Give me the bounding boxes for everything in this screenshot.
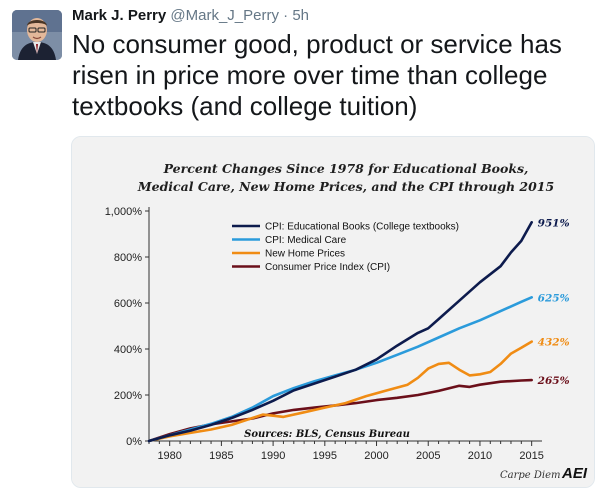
avatar[interactable] — [12, 10, 62, 60]
tweet-timestamp[interactable]: 5h — [292, 7, 310, 24]
legend-label-2: New Home Prices — [265, 249, 345, 260]
y-tick-label: 0% — [126, 436, 142, 448]
y-tick-label: 1,000% — [105, 206, 143, 218]
y-tick-label: 800% — [114, 252, 142, 264]
author-handle[interactable]: @Mark_J_Perry — [170, 7, 279, 24]
chart-title-line-1: Percent Changes Since 1978 for Education… — [163, 161, 529, 176]
series-end-label-2: 432% — [538, 337, 570, 349]
tweet-body: Mark J. Perry @Mark_J_Perry · 5h No cons… — [72, 6, 592, 122]
series-end-label-1: 625% — [538, 292, 570, 304]
author-line: Mark J. Perry @Mark_J_Perry · 5h — [72, 6, 592, 26]
y-tick-label: 400% — [114, 344, 142, 356]
brand-aei-logo: AEI — [561, 465, 588, 482]
legend-label-0: CPI: Educational Books (College textbook… — [265, 222, 459, 233]
x-tick-label: 1980 — [157, 450, 181, 462]
separator-dot: · — [283, 7, 289, 24]
chart-source: Sources: BLS, Census Bureau — [244, 429, 410, 440]
chart-background — [72, 137, 594, 487]
x-tick-label: 2015 — [519, 450, 543, 462]
y-tick-label: 600% — [114, 298, 142, 310]
x-tick-label: 1995 — [313, 450, 337, 462]
series-end-label-3: 265% — [537, 375, 570, 387]
x-tick-label: 2005 — [416, 450, 440, 462]
x-tick-label: 1990 — [261, 450, 285, 462]
line-chart: Percent Changes Since 1978 for Education… — [72, 137, 594, 487]
x-tick-label: 2010 — [468, 450, 492, 462]
x-tick-label: 2000 — [364, 450, 388, 462]
y-tick-label: 200% — [114, 390, 142, 402]
legend-label-1: CPI: Medical Care — [265, 235, 347, 246]
series-line-2 — [147, 340, 534, 443]
series-line-0 — [147, 221, 534, 443]
series-end-label-0: 951% — [538, 217, 570, 229]
brand-carpe-diem: Carpe Diem — [500, 470, 561, 481]
tweet-text: No consumer good, product or service has… — [72, 29, 562, 121]
chart-title-line-2: Medical Care, New Home Prices, and the C… — [137, 179, 554, 194]
tweet-media-chart[interactable]: Percent Changes Since 1978 for Education… — [71, 136, 595, 488]
author-name[interactable]: Mark J. Perry — [72, 7, 167, 24]
x-tick-label: 1985 — [209, 450, 233, 462]
user-avatar-icon — [12, 10, 62, 60]
legend-label-3: Consumer Price Index (CPI) — [265, 262, 390, 273]
